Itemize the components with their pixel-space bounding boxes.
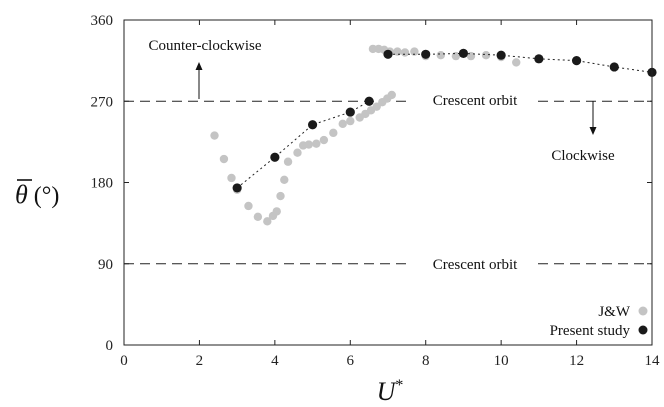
y-axis-title: θ (°) bbox=[15, 179, 59, 209]
x-tick-label: 8 bbox=[422, 353, 430, 369]
jw-point bbox=[400, 48, 410, 57]
jw-point bbox=[244, 201, 253, 211]
legend-label-present-study: Present study bbox=[550, 323, 631, 339]
crescent-orbit-label-upper: Crescent orbit bbox=[433, 93, 518, 109]
x-axis-title: U* bbox=[377, 377, 404, 406]
jw-point bbox=[272, 207, 281, 216]
jw-point bbox=[293, 148, 302, 157]
jw-point bbox=[393, 47, 402, 56]
axis-ticks: 0 2 4 6 8 10 12 14 0 90 180 270 360 bbox=[91, 13, 661, 369]
jw-point bbox=[436, 51, 445, 60]
x-tick-label: 2 bbox=[196, 353, 204, 369]
y-tick-label: 90 bbox=[98, 257, 113, 273]
legend: J&W Present study bbox=[550, 304, 648, 339]
jw-point bbox=[329, 128, 338, 138]
present-study-point bbox=[345, 107, 355, 117]
present-study-point bbox=[270, 152, 280, 162]
jw-point bbox=[410, 47, 419, 56]
jw-point bbox=[512, 58, 521, 67]
legend-label-jw: J&W bbox=[598, 304, 631, 320]
y-tick-label: 360 bbox=[91, 13, 114, 29]
present-study-point bbox=[421, 49, 431, 59]
counter-clockwise-label: Counter-clockwise bbox=[149, 38, 262, 54]
x-tick-label: 14 bbox=[645, 353, 661, 369]
clockwise-label: Clockwise bbox=[551, 148, 615, 164]
jw-point bbox=[312, 139, 321, 148]
jw-point bbox=[283, 157, 293, 166]
y-tick-label: 270 bbox=[91, 94, 114, 110]
present-study-line-lower bbox=[236, 100, 370, 189]
present-study-point bbox=[571, 56, 582, 66]
legend-swatch-jw bbox=[638, 306, 648, 316]
crescent-orbit-label-lower: Crescent orbit bbox=[433, 257, 518, 273]
x-tick-label: 0 bbox=[120, 353, 128, 369]
reference-lines bbox=[124, 100, 652, 265]
jw-point bbox=[253, 212, 263, 222]
x-tick-label: 4 bbox=[271, 353, 279, 369]
present-study-point bbox=[383, 49, 393, 59]
jw-point bbox=[338, 119, 347, 129]
jw-point bbox=[280, 175, 289, 184]
present-study-point bbox=[458, 48, 469, 59]
present-study-point bbox=[534, 54, 544, 64]
present-study-point bbox=[496, 50, 506, 60]
present-study-point bbox=[364, 96, 374, 106]
series-layer bbox=[210, 44, 657, 226]
jw-point bbox=[387, 90, 396, 100]
x-tick-label: 12 bbox=[569, 353, 584, 369]
jw-point bbox=[276, 191, 285, 201]
up-arrow-icon bbox=[195, 62, 203, 99]
jw-point bbox=[346, 116, 355, 126]
jw-point bbox=[304, 140, 313, 149]
jw-point bbox=[481, 51, 491, 60]
x-tick-label: 6 bbox=[347, 353, 355, 369]
legend-swatch-present-study bbox=[638, 325, 648, 335]
jw-point bbox=[372, 102, 381, 111]
y-tick-label: 180 bbox=[91, 176, 114, 192]
x-tick-label: 10 bbox=[494, 353, 509, 369]
down-arrow-icon bbox=[589, 101, 597, 135]
jw-point bbox=[210, 131, 219, 140]
jw-point bbox=[219, 154, 229, 164]
y-tick-label: 0 bbox=[106, 338, 114, 354]
jw-point bbox=[227, 173, 236, 183]
svg-text:θ (°): θ (°) bbox=[15, 180, 59, 209]
present-study-line-upper bbox=[388, 52, 653, 73]
present-study-point bbox=[307, 120, 318, 130]
jw-point bbox=[263, 217, 272, 226]
present-study-point bbox=[609, 62, 619, 72]
present-study-point bbox=[232, 183, 242, 193]
jw-point bbox=[319, 135, 329, 145]
